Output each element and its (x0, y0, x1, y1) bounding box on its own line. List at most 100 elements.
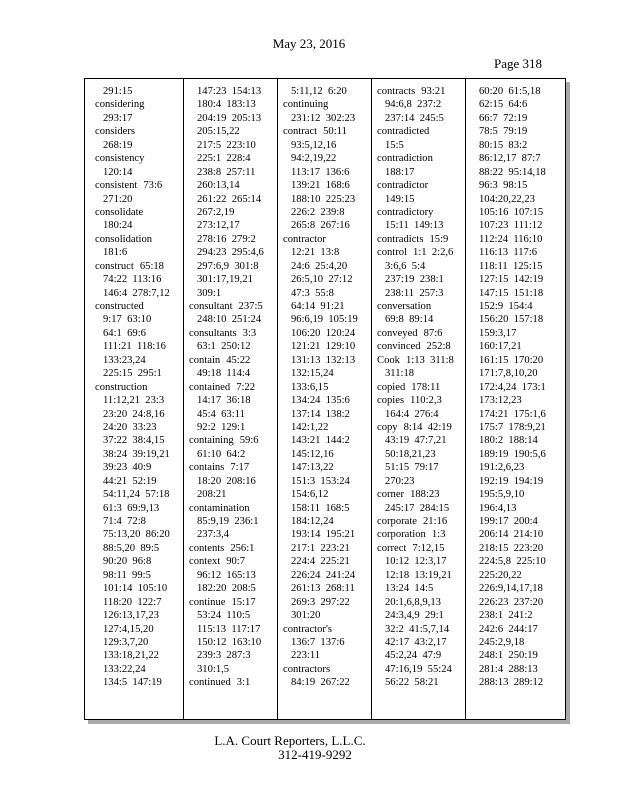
page-line-references: 146:4 278:7,12 (103, 287, 170, 299)
index-entry: contradiction (377, 152, 467, 165)
index-term: constructed (95, 301, 144, 312)
index-entry-continuation: 127:4,15,20 (95, 623, 185, 636)
index-entry-continuation: 261:22 265:14 (189, 193, 279, 206)
index-entry: consolidate (95, 206, 185, 219)
index-entry-continuation: 218:15 223:20 (471, 542, 561, 555)
index-entry-continuation: 226:9,14,17,18 (471, 582, 561, 595)
index-entry-continuation: 301:20 (283, 609, 373, 622)
page-line-references: 132:15,24 (291, 368, 334, 380)
page-line-references: 62:15 64:6 (479, 99, 528, 111)
page-line-references: 161:15 170:20 (479, 354, 544, 366)
index-entry-continuation: 181:6 (95, 246, 185, 259)
page-line-references: 147:23 154:13 (197, 86, 262, 97)
index-entry-continuation: 147:15 151:18 (471, 287, 561, 300)
index-entry-continuation: 18:20 208:16 (189, 475, 279, 488)
index-entry-continuation: 86:12,17 87:7 (471, 152, 561, 165)
index-entry-continuation: 88:22 95:14,18 (471, 166, 561, 179)
index-entry-continuation: 225:20,22 (471, 569, 561, 582)
page-line-references: 94:2,19,22 (291, 153, 337, 165)
index-term: conversation (377, 301, 432, 312)
index-entry-continuation: 204:19 205:13 (189, 112, 279, 125)
page-line-references: 96:12 165:13 (197, 569, 256, 581)
index-entry-continuation: 199:17 200:4 (471, 515, 561, 528)
page-line-references: 50:18,21,23 (385, 448, 436, 460)
index-entry-continuation: 267:2,19 (189, 206, 279, 219)
index-entry-continuation: 104:20,22,23 (471, 193, 561, 206)
page-line-references: 12:18 13:19,21 (385, 569, 452, 581)
footer-company: L.A. Court Reporters, L.L.C. (214, 733, 366, 748)
index-entry-continuation: 173:12,23 (471, 394, 561, 407)
page-line-references: 15:11 149:13 (385, 220, 444, 232)
index-term: contractor's (283, 623, 332, 635)
page-line-references: 94:6,8 237:2 (385, 99, 442, 111)
index-entry-continuation: 118:20 122:7 (95, 596, 185, 609)
index-entry: corporate 21:16 (377, 515, 467, 528)
page-line-references: 13:24 14:5 (385, 583, 434, 595)
page-line-references: 120:14 (103, 166, 133, 178)
index-entry: contradicts 15:9 (377, 233, 467, 246)
index-term: contents (189, 542, 225, 554)
index-entry-continuation: 47:3 55:8 (283, 287, 373, 300)
page-line-references: 74:22 113:16 (103, 274, 162, 286)
page-line-references: 145:12,16 (291, 448, 334, 460)
page-line-references: 237:5 (238, 301, 263, 312)
page-line-references: 118:11 125:15 (479, 260, 543, 272)
index-entry-continuation: 38:24 39:19,21 (95, 448, 185, 461)
index-entry: copies 110:2,3 (377, 394, 467, 407)
index-term: convinced (377, 341, 421, 353)
index-entry-continuation: 12:21 13:8 (283, 246, 373, 259)
index-entry-continuation: 309:1 (189, 287, 279, 300)
page-line-references: 225:20,22 (479, 569, 522, 581)
index-term: consistency (95, 153, 145, 165)
page-line-references: 225:1 228:4 (197, 153, 251, 165)
index-entry-continuation: 61:3 69:9,13 (95, 502, 185, 515)
index-entry-continuation: 310:1,5 (189, 663, 279, 676)
index-entry-continuation: 237:19 238:1 (377, 273, 467, 286)
page-line-references: 43:19 47:7,21 (385, 435, 447, 447)
index-entry: contained 7:22 (189, 381, 279, 394)
index-term: consistent (95, 180, 138, 192)
page-line-references: 252:8 (426, 341, 451, 353)
page-line-references: 116:13 117:6 (479, 247, 538, 259)
page-line-references: 111:21 118:16 (103, 341, 166, 353)
index-entry-continuation: 50:18,21,23 (377, 448, 467, 461)
index-entry: construct 65:18 (95, 260, 185, 273)
index-entry-continuation: 189:19 190:5,6 (471, 448, 561, 461)
page-line-references: 84:19 267:22 (291, 677, 350, 689)
page-line-references: 121:21 129:10 (291, 341, 356, 353)
page-line-references: 137:14 138:2 (291, 408, 350, 420)
index-entry: contractor (283, 233, 373, 246)
page-line-references: 90:20 96:8 (103, 556, 152, 568)
page-line-references: 39:23 40:9 (103, 462, 152, 474)
page-line-references: 297:6,9 301:8 (197, 260, 259, 272)
page-line-references: 238:11 257:3 (385, 287, 444, 299)
index-term: contradicts (377, 233, 424, 245)
index-term: corner (377, 489, 405, 501)
page-line-references: 226:9,14,17,18 (479, 583, 543, 595)
page-line-references: 310:1,5 (197, 663, 230, 675)
page-line-references: 242:6 244:17 (479, 623, 538, 635)
index-entry-continuation: 96:3 98:15 (471, 179, 561, 192)
page-line-references: 24:20 33:23 (103, 421, 157, 433)
index-term: consolidate (95, 206, 144, 218)
page-line-references: 225:15 295:1 (103, 368, 162, 380)
index-entry-continuation: 248:1 250:19 (471, 649, 561, 662)
index-term: copied (377, 381, 406, 393)
page-line-references: 189:19 190:5,6 (479, 448, 546, 460)
index-entry: contain 45:22 (189, 354, 279, 367)
page-line-references: 188:23 (410, 489, 440, 501)
page-line-references: 309:1 (197, 287, 222, 299)
page-line-references: 1:1 2:2,6 (413, 247, 454, 259)
page-line-references: 217:5 223:10 (197, 139, 256, 151)
index-entry-continuation: 196:4,13 (471, 502, 561, 515)
page-line-references: 64:14 91:21 (291, 301, 345, 312)
index-term: copies (377, 395, 405, 407)
page-line-references: 142:1,22 (291, 421, 329, 433)
index-term: considering (95, 99, 145, 111)
page-line-references: 112:24 116:10 (479, 233, 543, 245)
page-line-references: 54:11,24 57:18 (103, 489, 170, 501)
index-entry-continuation: 14:17 36:18 (189, 394, 279, 407)
index-entry-continuation: 160:17,21 (471, 340, 561, 353)
index-entry: contract 50:11 (283, 125, 373, 138)
page-line-references: 180:2 188:14 (479, 435, 538, 447)
